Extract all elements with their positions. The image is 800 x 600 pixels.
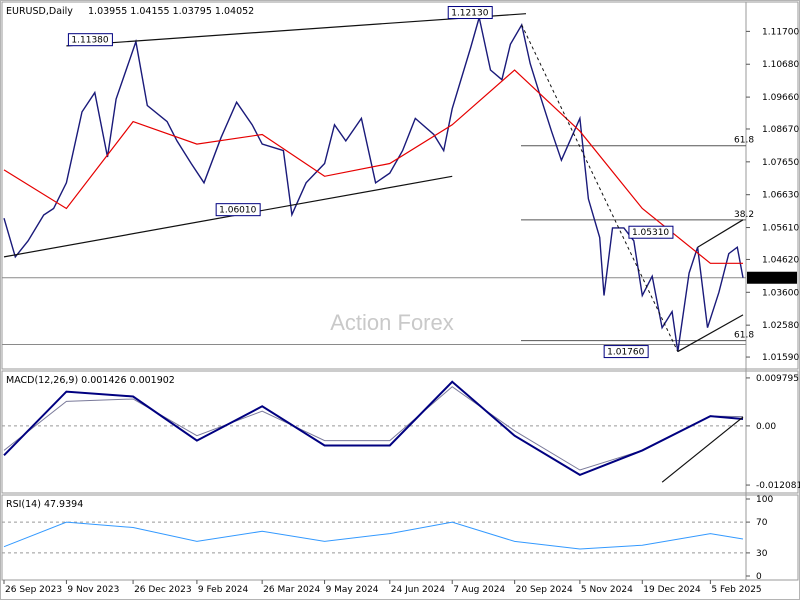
macd-y-tick-label: 0.009795 xyxy=(756,374,799,384)
x-axis-tick-label: 26 Dec 2023 xyxy=(134,585,192,595)
x-axis-tick-label: 9 May 2024 xyxy=(326,585,379,595)
macd-trendline xyxy=(661,416,744,483)
x-axis-tick-label: 19 Dec 2024 xyxy=(643,585,701,595)
last-price-label: 1.04052 xyxy=(760,274,797,284)
fib-level-label: 38.2 xyxy=(734,210,754,220)
x-axis-tick-label: 5 Nov 2024 xyxy=(581,585,633,595)
trendline xyxy=(66,13,527,47)
price-annotation-box xyxy=(67,33,113,47)
fib-level-label: 61.8 xyxy=(734,136,754,146)
rsi-y-tick-label: 100 xyxy=(756,495,773,505)
rsi-title: RSI(14) 47.9394 xyxy=(6,499,83,510)
price-y-tick-label: 1.05610 xyxy=(762,224,799,234)
price-y-tick-label: 1.07650 xyxy=(762,158,799,168)
trendline xyxy=(3,175,453,258)
ohlc-values: 1.03955 1.04155 1.03795 1.04052 xyxy=(88,6,254,17)
rsi-y-tick-label: 30 xyxy=(756,549,768,559)
price-y-tick-label: 1.09660 xyxy=(762,93,799,103)
price-annotation-label: 1.01760 xyxy=(607,348,644,358)
last-price-tag xyxy=(747,271,797,284)
price-annotation-label: 1.05310 xyxy=(632,228,669,238)
price-y-tick-label: 1.01590 xyxy=(762,353,799,363)
price-line xyxy=(3,17,744,352)
rsi-line xyxy=(3,521,744,550)
price-annotation-label: 1.06010 xyxy=(219,206,256,216)
trendline xyxy=(677,314,744,353)
price-y-tick-label: 1.06630 xyxy=(762,191,799,201)
x-axis-tick-label: 20 Sep 2024 xyxy=(516,585,573,595)
rsi-panel-border xyxy=(1,494,799,581)
x-axis-tick-label: 9 Feb 2024 xyxy=(198,585,249,595)
price-y-tick-label: 1.10680 xyxy=(762,60,799,70)
macd-panel-border xyxy=(1,370,799,494)
trendline xyxy=(697,219,744,248)
macd-y-tick-label: 0.00 xyxy=(756,422,776,432)
price-annotation-label: 1.11380 xyxy=(71,36,108,46)
price-y-tick-label: 1.08670 xyxy=(762,125,799,135)
rsi-y-tick-label: 0 xyxy=(756,572,762,582)
x-axis-tick-label: 5 Feb 2025 xyxy=(711,585,761,595)
macd-y-tick-label: -0.012081 xyxy=(756,481,800,491)
x-axis-tick-label: 26 Sep 2023 xyxy=(5,585,62,595)
trendline xyxy=(521,24,679,352)
fib-level-label: 61.8 xyxy=(734,331,754,341)
macd-title: MACD(12,26,9) 0.001426 0.001902 xyxy=(6,375,175,386)
price-y-tick-label: 1.03600 xyxy=(762,288,799,298)
moving-average-line xyxy=(3,69,743,264)
x-axis-tick-label: 24 Jun 2024 xyxy=(391,585,445,595)
price-y-tick-label: 1.04620 xyxy=(762,255,799,265)
macd-line xyxy=(3,380,744,477)
x-axis-tick-label: 9 Nov 2023 xyxy=(67,585,119,595)
x-axis-tick-label: 26 Mar 2024 xyxy=(263,585,320,595)
price-y-tick-label: 1.11700 xyxy=(762,27,799,37)
price-annotation-box xyxy=(628,225,674,239)
x-axis-tick-label: 7 Aug 2024 xyxy=(453,585,505,595)
rsi-y-tick-label: 70 xyxy=(756,518,768,528)
price-annotation-box xyxy=(603,345,649,359)
watermark: Action Forex xyxy=(330,310,454,335)
price-annotation-label: 1.12130 xyxy=(451,9,488,19)
price-annotation-box xyxy=(447,6,493,20)
price-title: EURUSD,Daily xyxy=(6,6,73,17)
price-y-tick-label: 1.02580 xyxy=(762,321,799,331)
price-panel-border xyxy=(1,1,799,370)
price-annotation-box xyxy=(215,203,261,217)
